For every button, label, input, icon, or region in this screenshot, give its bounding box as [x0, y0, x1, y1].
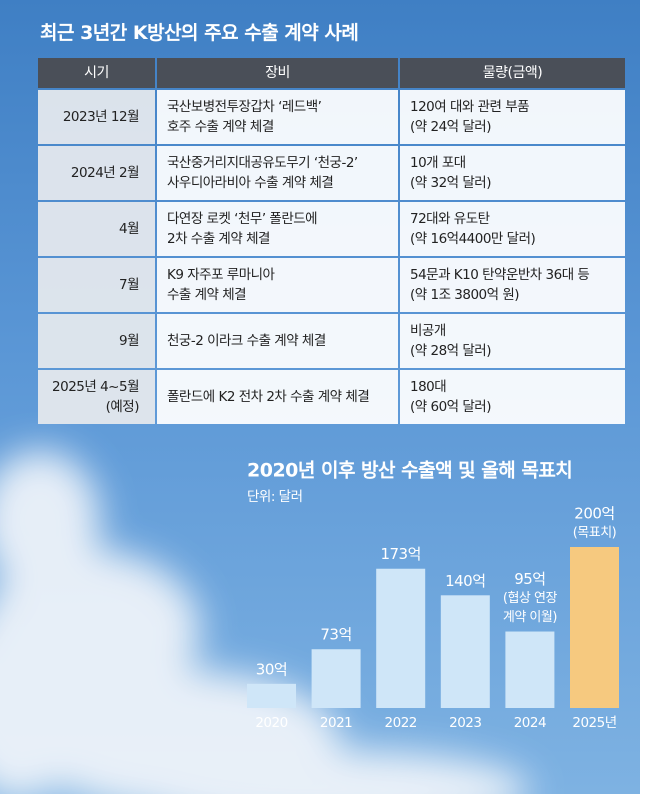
table-cell: 9월 — [38, 314, 155, 368]
table-cell: 2023년 12월 — [38, 90, 155, 144]
table-title: 최근 3년간 K방산의 주요 수출 계약 사례 — [40, 22, 359, 44]
chart-title: 2020년 이후 방산 수출액 및 올해 목표치 — [247, 460, 572, 482]
bar — [440, 595, 490, 708]
value-note: (협상 연장 — [503, 591, 558, 606]
cell-text: 10개 포대 — [410, 155, 466, 171]
table-cell: 4월 — [38, 202, 155, 256]
cell-text: (약 60억 달러) — [410, 399, 491, 415]
cell-text: 2023년 12월 — [62, 109, 140, 125]
x-tick-label: 2022 — [385, 715, 417, 731]
x-tick-label: 2020 — [255, 715, 287, 731]
header-cell: 장비 — [157, 58, 398, 88]
table-cell: 2024년 2월 — [38, 146, 155, 200]
cell-text: 4월 — [118, 221, 140, 237]
cell-text: 국산중거리지대공유도무기 ‘천궁-2’ — [167, 155, 358, 171]
table-cell: 10개 포대 (약 32억 달러) — [400, 146, 625, 200]
cell-text: 7월 — [118, 277, 140, 293]
x-tick-label: 2023 — [449, 715, 481, 731]
cell-text: 물량(금액) — [482, 65, 543, 81]
x-tick-label: 2025년 — [572, 715, 616, 731]
table-cell: 국산중거리지대공유도무기 ‘천궁-2’ 사우디아라비아 수출 계약 체결 — [157, 146, 398, 200]
table-cell: 180대 (약 60억 달러) — [400, 370, 625, 424]
cell-text: 국산보병전투장갑차 ‘레드백’ — [167, 99, 322, 115]
bar — [376, 568, 426, 708]
cell-text: 2024년 2월 — [70, 165, 140, 181]
bar — [570, 547, 619, 708]
value-label: 30억 — [256, 660, 287, 678]
value-note: (목표치) — [573, 526, 617, 541]
bar — [311, 649, 361, 708]
cell-text: 비공개 — [410, 323, 446, 339]
cell-text: (예정) — [105, 399, 140, 415]
x-tick-label: 2021 — [320, 715, 352, 731]
table-cell: 120여 대와 관련 부품 (약 24억 달러) — [400, 90, 625, 144]
cell-text: 수출 계약 체결 — [167, 287, 247, 303]
cell-text: 9월 — [118, 333, 140, 349]
table-cell: 2025년 4~5월 (예정) — [38, 370, 155, 424]
bar — [247, 683, 296, 708]
header-cell: 물량(금액) — [400, 58, 625, 88]
table-cell: 폴란드에 K2 전차 2차 수출 계약 체결 — [157, 370, 398, 424]
cell-text: 120여 대와 관련 부품 — [410, 99, 530, 115]
value-label: 173억 — [380, 545, 420, 563]
cell-text: 호주 수출 계약 체결 — [167, 119, 274, 135]
chart-subtitle: 단위: 달러 — [247, 489, 303, 505]
table-cell: 72대와 유도탄 (약 16억4400만 달러) — [400, 202, 625, 256]
cell-text: (약 28억 달러) — [410, 343, 491, 359]
cell-text: (약 32억 달러) — [410, 175, 491, 191]
cell-text: 54문과 K10 탄약운반차 36대 등 — [410, 267, 590, 283]
bar — [505, 631, 555, 708]
header-cell: 시기 — [38, 58, 155, 88]
table-cell: 국산보병전투장갑차 ‘레드백’ 호주 수출 계약 체결 — [157, 90, 398, 144]
table-cell: 비공개 (약 28억 달러) — [400, 314, 625, 368]
cell-text: K9 자주포 루마니아 — [167, 267, 275, 283]
value-label: 140억 — [445, 572, 485, 590]
x-tick-label: 2024 — [514, 715, 546, 731]
value-label: 95억 — [514, 570, 545, 588]
table-cell: 7월 — [38, 258, 155, 312]
cell-text: 천궁-2 이라크 수출 계약 체결 — [167, 333, 326, 349]
cell-text: 다연장 로켓 ‘천무’ 폴란드에 — [167, 211, 318, 227]
cell-text: 180대 — [410, 379, 447, 395]
value-label: 73억 — [320, 626, 351, 644]
cell-text: 사우디아라비아 수출 계약 체결 — [167, 175, 334, 191]
value-label: 200억 — [574, 505, 614, 523]
cell-text: (약 24억 달러) — [410, 119, 491, 135]
cell-text: (약 16억4400만 달러) — [410, 231, 536, 247]
cell-text: 폴란드에 K2 전차 2차 수출 계약 체결 — [167, 389, 370, 405]
cell-text: (약 1조 3800억 원) — [410, 287, 520, 303]
table-cell: 54문과 K10 탄약운반차 36대 등 (약 1조 3800억 원) — [400, 258, 625, 312]
table-cell: 다연장 로켓 ‘천무’ 폴란드에 2차 수출 계약 체결 — [157, 202, 398, 256]
cell-text: 2차 수출 계약 체결 — [167, 231, 270, 247]
table-cell: 천궁-2 이라크 수출 계약 체결 — [157, 314, 398, 368]
cell-text: 72대와 유도탄 — [410, 211, 490, 227]
cell-text: 장비 — [265, 65, 290, 81]
cell-text: 시기 — [84, 65, 109, 81]
cell-text: 2025년 4~5월 — [52, 379, 139, 395]
value-note: 계약 이월) — [503, 610, 557, 625]
